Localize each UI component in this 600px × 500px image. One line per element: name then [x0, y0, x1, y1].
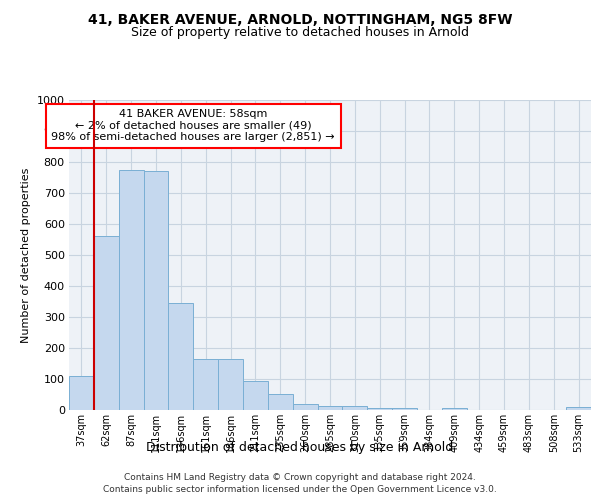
Text: Size of property relative to detached houses in Arnold: Size of property relative to detached ho… — [131, 26, 469, 39]
Bar — [143, 172, 169, 410]
Text: 41 BAKER AVENUE: 58sqm
← 2% of detached houses are smaller (49)
98% of semi-deta: 41 BAKER AVENUE: 58sqm ← 2% of detached … — [52, 110, 335, 142]
Bar — [293, 404, 317, 410]
Bar — [566, 407, 591, 410]
Bar — [367, 408, 392, 410]
Bar — [169, 303, 193, 410]
Bar — [343, 406, 367, 410]
Y-axis label: Number of detached properties: Number of detached properties — [21, 168, 31, 342]
Bar — [268, 394, 293, 410]
Bar — [119, 170, 143, 410]
Text: Distribution of detached houses by size in Arnold: Distribution of detached houses by size … — [146, 441, 454, 454]
Text: Contains public sector information licensed under the Open Government Licence v3: Contains public sector information licen… — [103, 486, 497, 494]
Text: Contains HM Land Registry data © Crown copyright and database right 2024.: Contains HM Land Registry data © Crown c… — [124, 473, 476, 482]
Bar — [317, 406, 343, 410]
Bar — [193, 360, 218, 410]
Bar — [442, 408, 467, 410]
Bar — [243, 380, 268, 410]
Text: 41, BAKER AVENUE, ARNOLD, NOTTINGHAM, NG5 8FW: 41, BAKER AVENUE, ARNOLD, NOTTINGHAM, NG… — [88, 12, 512, 26]
Bar — [69, 376, 94, 410]
Bar — [392, 408, 417, 410]
Bar — [94, 236, 119, 410]
Bar — [218, 360, 243, 410]
